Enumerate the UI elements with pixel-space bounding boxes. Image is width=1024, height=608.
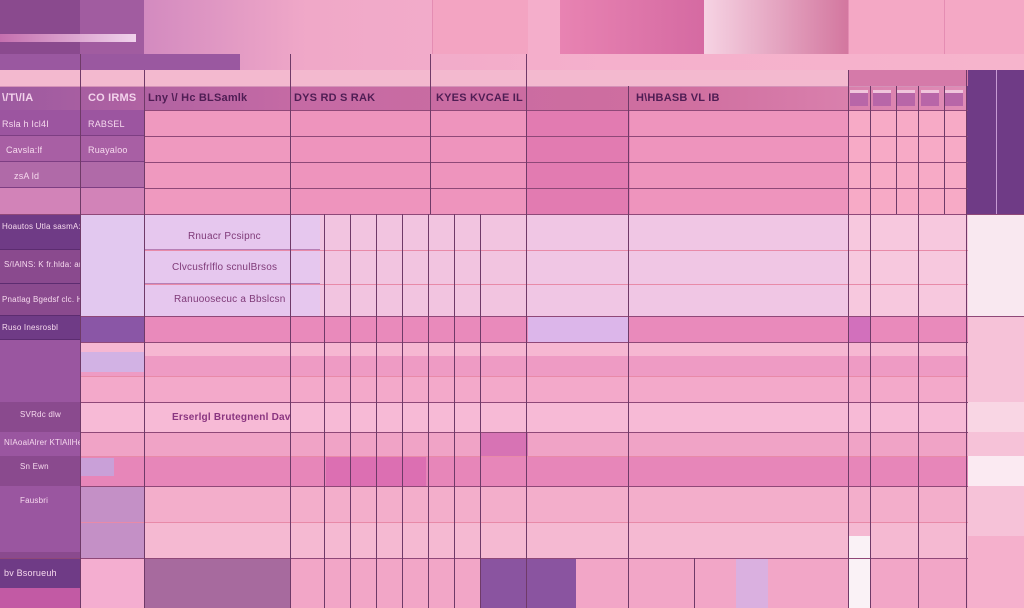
info-row-1-text: Rnuacr Pcsipnc — [188, 231, 261, 242]
body-row-6[interactable] — [80, 456, 968, 486]
top-tab-1[interactable] — [432, 0, 528, 54]
sidebar-row-9[interactable] — [0, 486, 80, 552]
body-row-2[interactable] — [80, 356, 968, 376]
sidebar-top-right-1: RABSEL — [88, 119, 125, 129]
sidebar-top-label-3: zsA ld — [14, 171, 40, 181]
info-panel-col — [80, 214, 144, 316]
sidebar-top-row-2[interactable] — [0, 136, 144, 162]
sidebar-label-2: S/IAlNS: K fr.hlda: ar — [4, 260, 82, 269]
sidebar-top-row-4[interactable] — [0, 188, 144, 214]
sidebar-label-7: Sn Ewn — [20, 462, 49, 471]
sidebar-top-label-2: Cavsla:lf — [6, 145, 43, 155]
header-col-5[interactable]: H\HBASB VL IB — [636, 92, 720, 104]
cell-accent-5[interactable] — [144, 558, 290, 608]
header-col-1[interactable]: CO IRMS — [88, 92, 137, 104]
info-row-3-text: Ranuoosecuc a Bbslcsn — [174, 294, 286, 305]
right-header-strip — [848, 70, 968, 86]
sidebar-label-8: Fausbri — [20, 496, 49, 505]
sidebar-top-right-2: Ruayaloo — [88, 145, 128, 155]
filter-icon[interactable] — [850, 90, 868, 106]
right-white-panel[interactable] — [968, 214, 1024, 316]
right-corner-block[interactable] — [966, 70, 1024, 214]
body-row-1[interactable] — [80, 342, 968, 356]
more-icon[interactable] — [945, 90, 963, 106]
sidebar-label-3: Pnatlag Bgedsf clc. Hendaull — [2, 295, 110, 304]
top-tab-4[interactable] — [848, 0, 944, 54]
sidebar-label-1: Hoautos Utla sasmA: odn.ub — [2, 222, 110, 231]
sidebar-row-7[interactable] — [0, 432, 80, 456]
header-col-0[interactable]: \/T\/lA — [2, 92, 34, 104]
mid-band-accent[interactable] — [848, 316, 870, 342]
sidebar-row-4[interactable] — [0, 316, 80, 340]
title-bar-strip — [0, 34, 136, 42]
sidebar-top-label-1: Rsla h Icl4I — [2, 119, 49, 129]
cell-accent-7[interactable] — [736, 558, 768, 608]
column-icon[interactable] — [921, 90, 939, 106]
sidebar-row-6[interactable] — [0, 402, 80, 432]
body-row-4-text: Erserlgl Brutegnenl Dav — [172, 412, 291, 423]
cell-accent-8[interactable] — [848, 536, 870, 608]
right-column-cell-2[interactable] — [968, 456, 1024, 486]
mid-band — [80, 316, 968, 342]
sidebar-label-5: SVRdc dlw — [20, 410, 61, 419]
body-row-3[interactable] — [80, 376, 968, 402]
top-tab-strip — [0, 54, 240, 70]
grid-area-right — [848, 214, 968, 316]
cell-accent-1[interactable] — [80, 352, 144, 372]
group-icon[interactable] — [897, 90, 915, 106]
sidebar-row-8[interactable] — [0, 456, 80, 486]
right-column-cell-3[interactable] — [968, 536, 1024, 608]
grid-area-wide — [528, 214, 848, 316]
sidebar-row-5[interactable] — [0, 340, 80, 402]
sidebar-row-3[interactable] — [0, 284, 80, 316]
mid-band-highlight[interactable] — [528, 316, 628, 342]
top-tab-2[interactable] — [560, 0, 704, 54]
header-col-4[interactable]: KYES KVCAE IL — [436, 92, 523, 104]
info-row-2-text: Clvcusfrlflo scnulBrsos — [172, 262, 278, 273]
body-row-8[interactable] — [80, 522, 968, 558]
body-row-4[interactable] — [80, 402, 968, 432]
sidebar-top-row-1[interactable] — [0, 110, 144, 136]
window-title-block — [0, 0, 80, 54]
sidebar-row-1[interactable] — [0, 214, 80, 250]
top-tab-3[interactable] — [704, 0, 848, 54]
mid-band-purple — [80, 316, 144, 342]
sidebar-label-6: NIAoalAlrer KTlAllHenc — [4, 438, 92, 447]
sidebar-top-row-3[interactable] — [0, 162, 144, 188]
header-col-3[interactable]: DYS RD S RAK — [294, 92, 376, 104]
cell-accent-3[interactable] — [480, 432, 528, 456]
top-tab-5[interactable] — [944, 0, 1024, 54]
sidebar-label-9: bv Bsorueuh — [4, 568, 57, 578]
grid-area-top — [320, 214, 528, 316]
body-row-7[interactable] — [80, 486, 968, 522]
toolbar-block[interactable] — [80, 0, 144, 54]
cell-accent-6[interactable] — [480, 558, 576, 608]
sort-icon[interactable] — [873, 90, 891, 106]
cell-accent-9[interactable] — [80, 458, 114, 476]
column-header-row — [0, 86, 966, 110]
sidebar-label-4: Ruso Inesrosbl — [2, 323, 59, 332]
sidebar-row-2[interactable] — [0, 250, 80, 284]
right-column-cell-1[interactable] — [968, 402, 1024, 432]
header-col-2[interactable]: Lny \/ Hc BLSamlk — [148, 92, 248, 104]
